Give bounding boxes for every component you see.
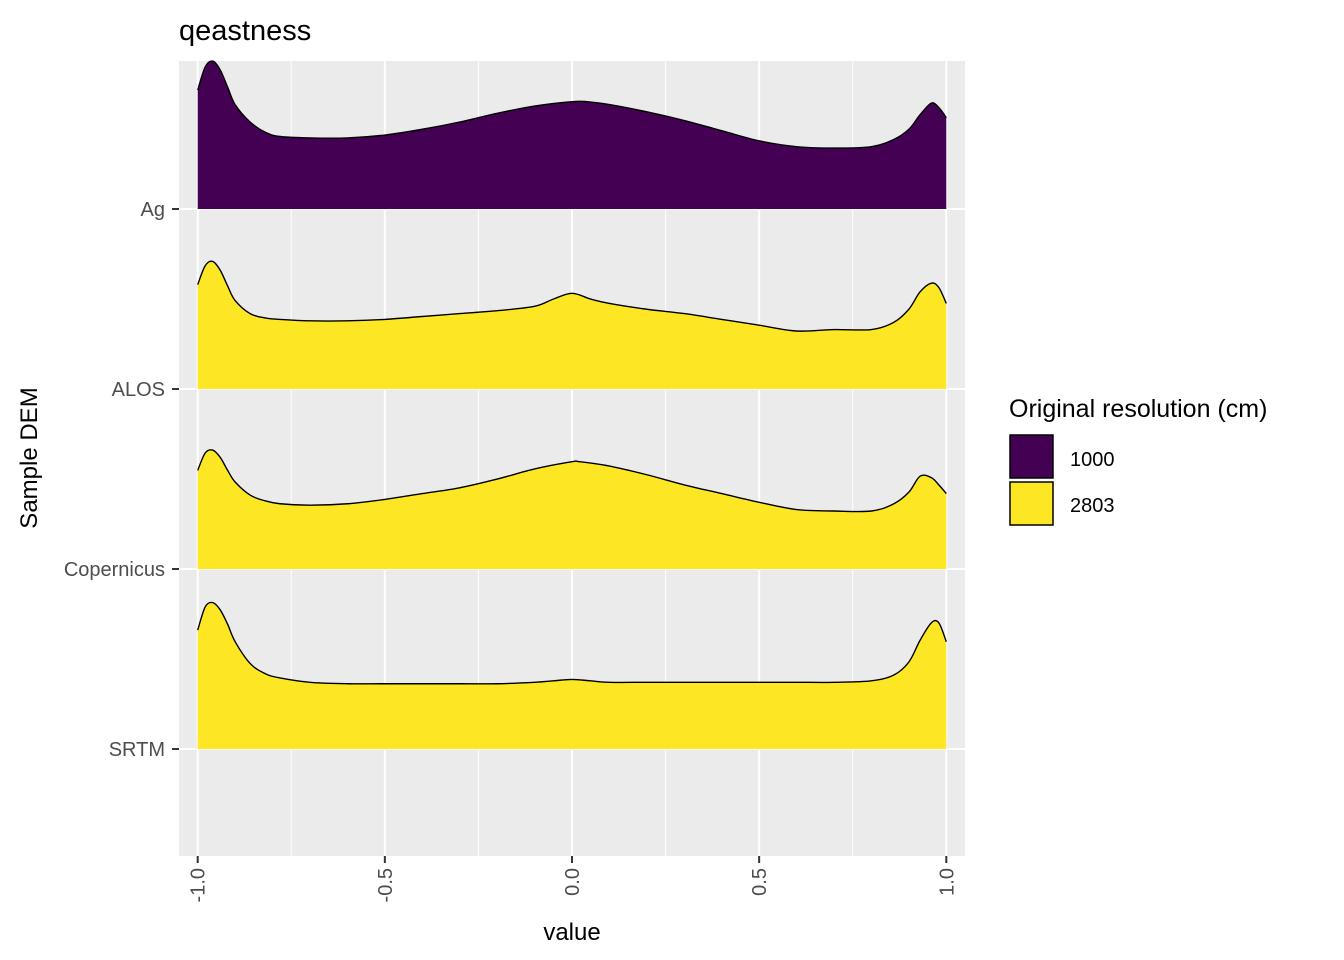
chart-title: qeastness: [179, 15, 311, 47]
y-tick-label: SRTM: [109, 739, 165, 761]
y-tick-label: Copernicus: [64, 559, 165, 581]
legend-swatch-2803: [1009, 481, 1054, 526]
legend-swatch-1000: [1009, 434, 1054, 479]
x-tick-label: 1.0: [936, 868, 958, 896]
y-axis-title: Sample DEM: [16, 387, 43, 528]
ridge-outline-ag: [197, 60, 947, 149]
x-axis: -1.0 -0.5 0.0 0.5 1.0: [188, 856, 958, 902]
x-tick-label: 0.5: [749, 868, 771, 896]
ridge-outline-copernicus: [197, 449, 947, 513]
ridge-outline-alos: [197, 260, 947, 332]
legend-label-1000: 1000: [1070, 449, 1115, 471]
y-axis: Ag ALOS Copernicus SRTM: [64, 199, 179, 761]
x-axis-title: value: [543, 919, 600, 946]
density-ridges: [197, 60, 947, 749]
ridge-ag: [197, 60, 947, 209]
ridge-copernicus: [197, 449, 947, 569]
legend-label-2803: 2803: [1070, 495, 1115, 517]
x-tick-label: -1.0: [188, 868, 210, 902]
legend-title: Original resolution (cm): [1009, 395, 1267, 423]
y-tick-label: ALOS: [112, 379, 165, 401]
y-tick-label: Ag: [141, 199, 165, 221]
ridge-fill-alos: [197, 261, 947, 389]
ridge-outline-srtm: [197, 601, 947, 685]
x-tick-label: -0.5: [375, 868, 397, 902]
ridge-fill-srtm: [197, 602, 947, 749]
x-tick-label: 0.0: [562, 868, 584, 896]
ridge-alos: [197, 260, 947, 389]
ridge-fill-ag: [197, 61, 947, 209]
ridge-fill-copernicus: [197, 449, 947, 569]
ridge-srtm: [197, 601, 947, 749]
legend: Original resolution (cm) 1000 2803: [1009, 395, 1267, 526]
